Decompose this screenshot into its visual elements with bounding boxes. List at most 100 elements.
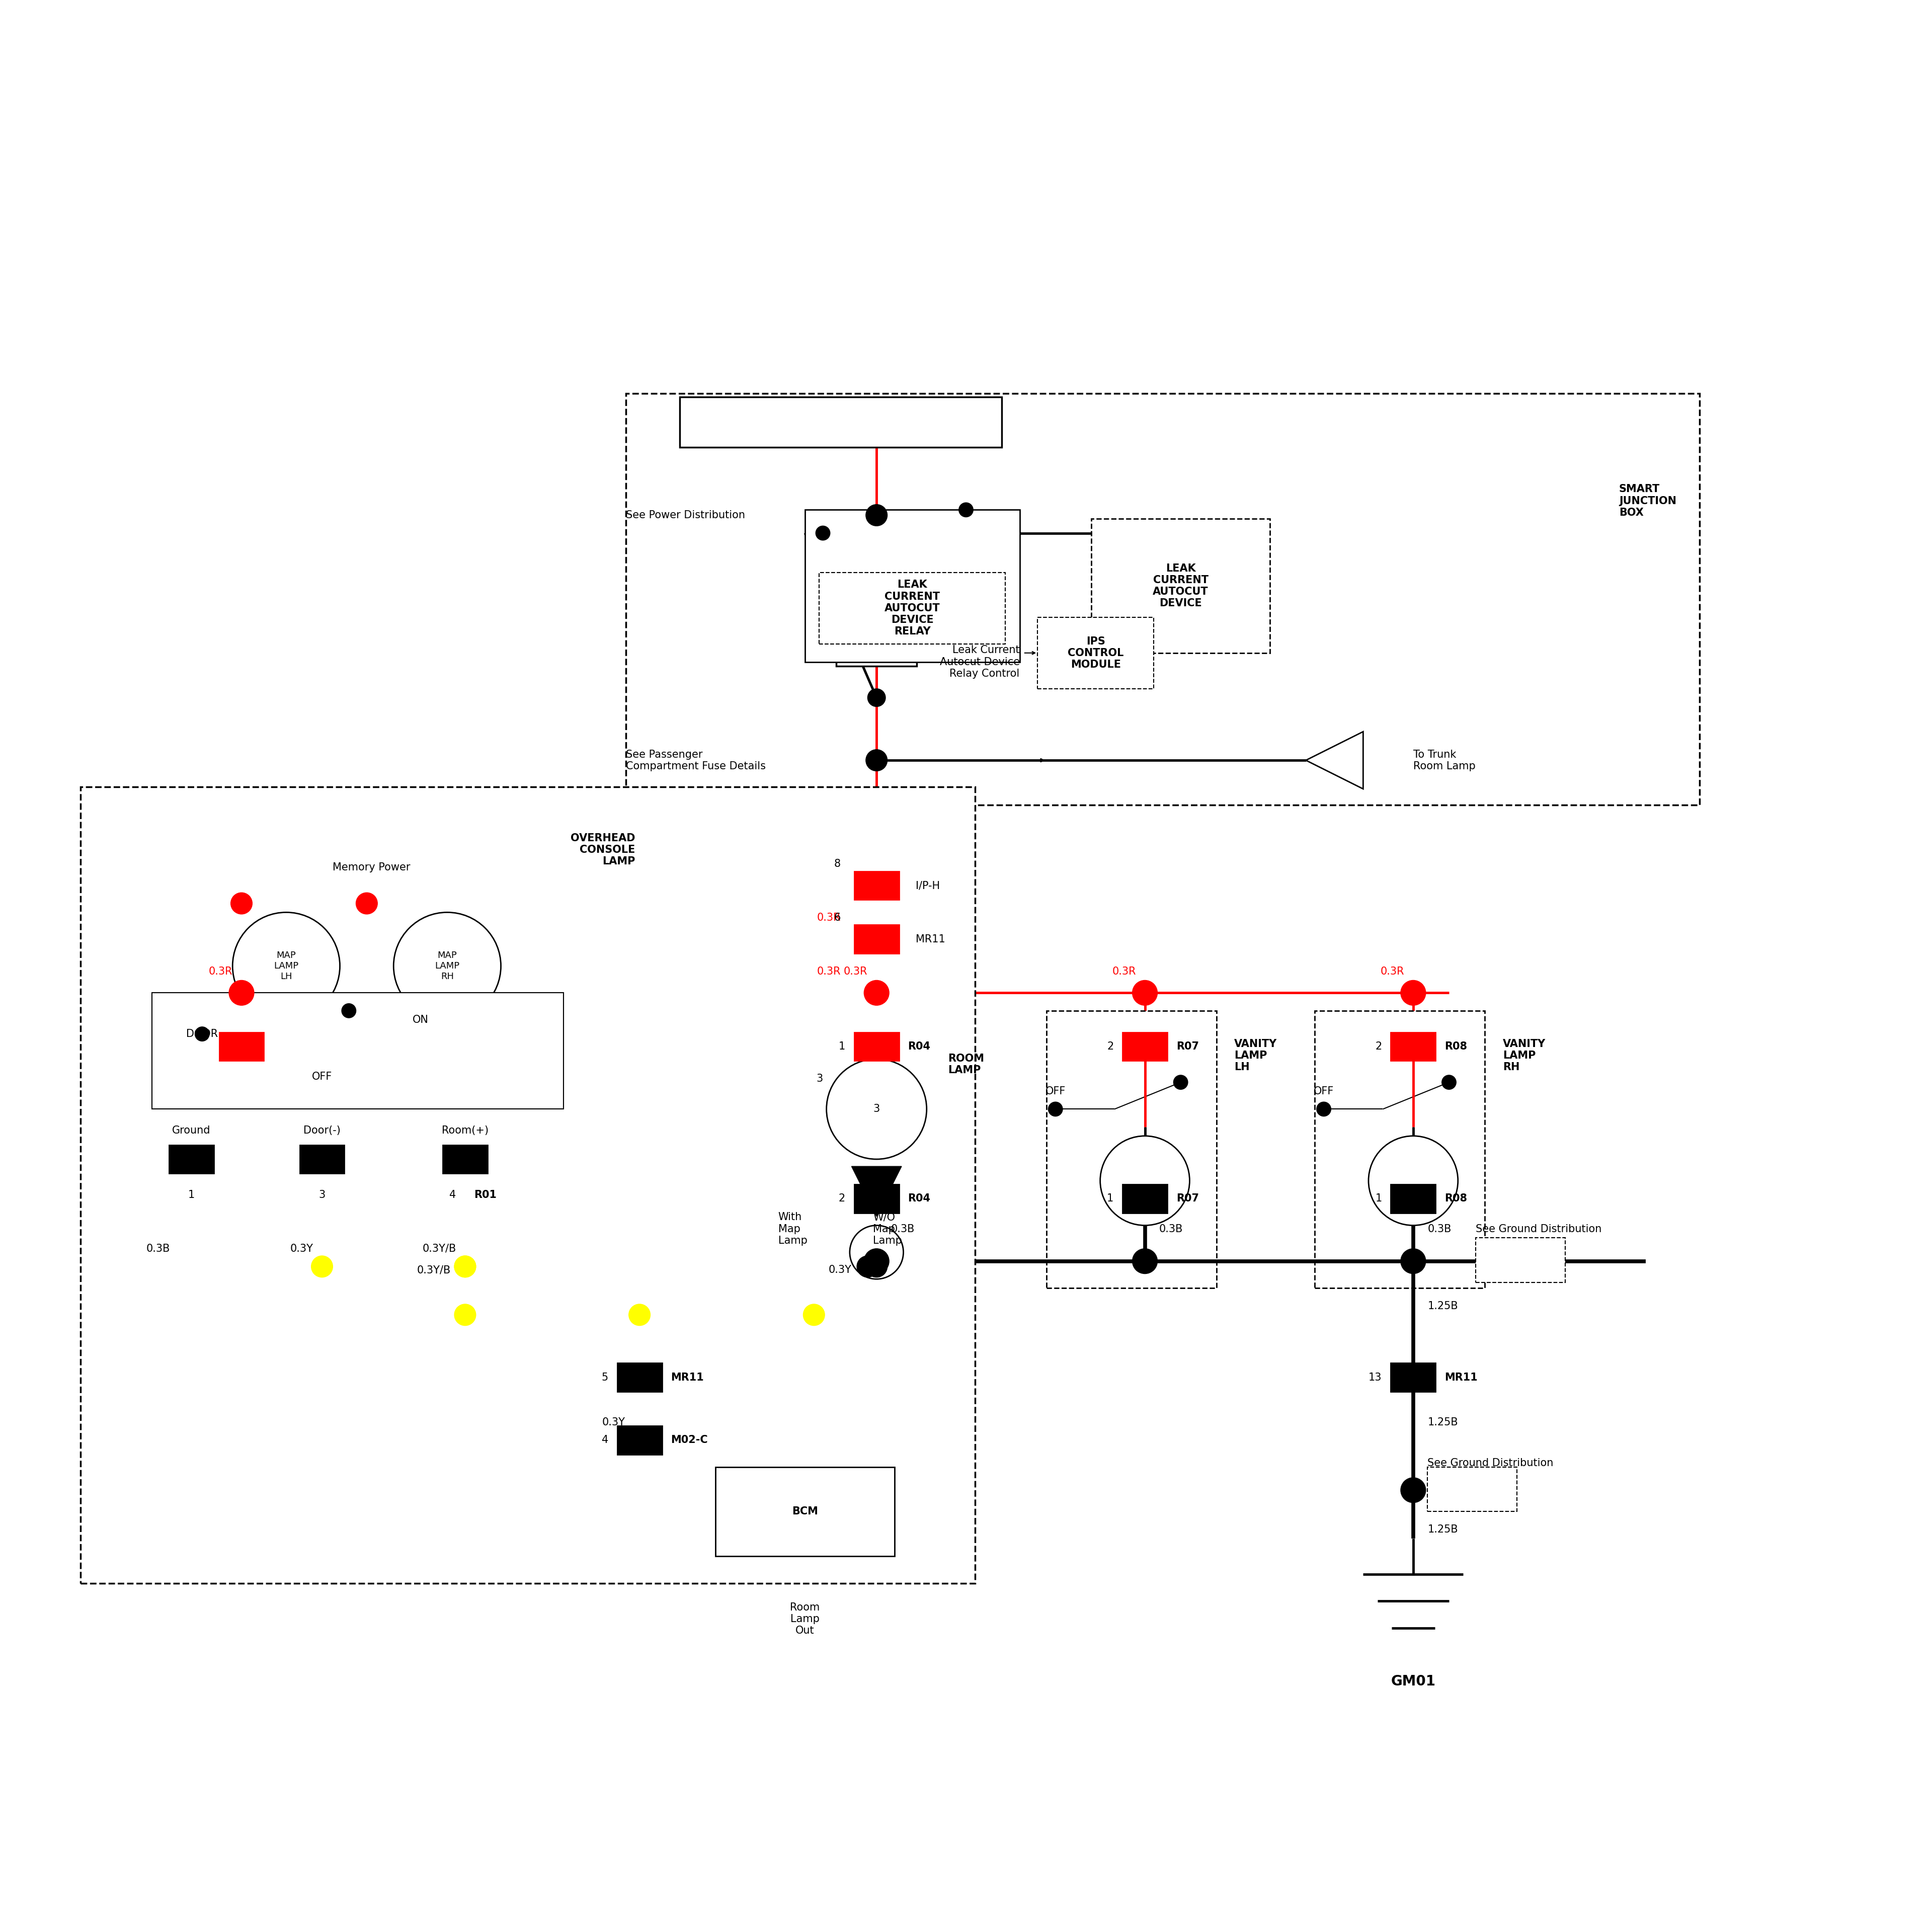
Text: 6: 6: [835, 912, 840, 923]
Bar: [1476, 1238, 1565, 1283]
Text: GM01: GM01: [1391, 1675, 1435, 1689]
Circle shape: [230, 893, 253, 914]
Circle shape: [1401, 1478, 1426, 1503]
Text: 13: 13: [1368, 1372, 1381, 1383]
Circle shape: [866, 504, 887, 526]
Text: R01: R01: [272, 1041, 296, 1051]
Text: R07: R07: [1177, 1194, 1200, 1204]
Bar: [1391, 1032, 1435, 1061]
Text: SMART
JUNCTION
BOX: SMART JUNCTION BOX: [1619, 485, 1677, 518]
Text: 1: 1: [1107, 1194, 1113, 1204]
Text: IPS
CONTROL
MODULE: IPS CONTROL MODULE: [1068, 636, 1124, 670]
Bar: [1316, 1010, 1486, 1289]
Text: Room
Lamp
Out: Room Lamp Out: [790, 1602, 819, 1636]
Circle shape: [866, 1256, 887, 1277]
Bar: [854, 925, 898, 954]
Bar: [1122, 1032, 1167, 1061]
Bar: [854, 1184, 898, 1213]
Bar: [1428, 1466, 1517, 1511]
Text: W/O
Map
Lamp: W/O Map Lamp: [873, 1211, 902, 1246]
Text: 0.3Y/B: 0.3Y/B: [417, 1265, 450, 1275]
Circle shape: [858, 1256, 879, 1277]
Text: 1: 1: [1376, 1194, 1381, 1204]
Bar: [819, 572, 1005, 643]
Text: URA: URA: [1509, 1256, 1532, 1265]
Text: Room(+): Room(+): [442, 1126, 489, 1136]
Circle shape: [311, 1256, 332, 1277]
Text: To Trunk
Room Lamp: To Trunk Room Lamp: [1412, 750, 1476, 771]
Polygon shape: [852, 1167, 902, 1217]
Text: Memory Power: Memory Power: [332, 862, 410, 873]
Bar: [626, 394, 1700, 806]
Text: R01: R01: [473, 1190, 497, 1200]
Circle shape: [867, 688, 885, 707]
Circle shape: [1049, 1101, 1063, 1117]
Text: 0.3Y/B: 0.3Y/B: [423, 1244, 456, 1254]
Text: 0.3R: 0.3R: [817, 912, 840, 923]
Circle shape: [454, 1256, 475, 1277]
Text: 5: 5: [601, 1372, 609, 1383]
Circle shape: [1441, 1074, 1457, 1090]
Text: LEAK
CURRENT
AUTOCUT
DEVICE: LEAK CURRENT AUTOCUT DEVICE: [1153, 564, 1209, 609]
Text: See Power Distribution: See Power Distribution: [626, 510, 746, 520]
Bar: [806, 510, 1020, 663]
Text: See Ground Distribution: See Ground Distribution: [1476, 1225, 1602, 1235]
Bar: [218, 1032, 265, 1061]
Circle shape: [850, 1225, 904, 1279]
Text: R07: R07: [1177, 1041, 1200, 1051]
Circle shape: [958, 502, 974, 518]
Text: OFF: OFF: [1045, 1086, 1066, 1095]
Text: INTERIOR
LAMP
10A: INTERIOR LAMP 10A: [885, 618, 941, 651]
Text: 0.3R: 0.3R: [1113, 966, 1136, 976]
Text: 0.3R: 0.3R: [844, 966, 867, 976]
Bar: [442, 1146, 487, 1173]
Text: ON: ON: [1418, 1051, 1434, 1061]
Text: 2: 2: [1107, 1041, 1113, 1051]
Text: See Ground Distribution: See Ground Distribution: [1428, 1459, 1553, 1468]
Text: 4: 4: [601, 1435, 609, 1445]
Text: R08: R08: [1445, 1041, 1466, 1051]
Text: 1: 1: [187, 1190, 195, 1200]
Text: 3: 3: [873, 1103, 879, 1115]
Circle shape: [342, 1003, 355, 1018]
Text: With
Map
Lamp: With Map Lamp: [779, 1211, 808, 1246]
Bar: [1122, 1184, 1167, 1213]
Text: 2: 2: [203, 1041, 211, 1051]
Circle shape: [815, 526, 831, 541]
Text: Ground: Ground: [172, 1126, 211, 1136]
Circle shape: [628, 1304, 651, 1325]
Text: See Passenger
Compartment Fuse Details: See Passenger Compartment Fuse Details: [626, 750, 765, 771]
Text: MAP
LAMP
RH: MAP LAMP RH: [435, 951, 460, 981]
Text: 3: 3: [319, 1190, 325, 1200]
Text: 0.3B: 0.3B: [1159, 1225, 1182, 1235]
Text: 0.3R: 0.3R: [1379, 966, 1405, 976]
Circle shape: [1132, 1248, 1157, 1273]
Text: 8: 8: [835, 860, 840, 869]
Text: OFF: OFF: [1314, 1086, 1333, 1095]
Circle shape: [1132, 980, 1157, 1005]
Bar: [1092, 520, 1269, 653]
Text: 3: 3: [815, 1074, 823, 1084]
Text: OFF: OFF: [311, 1072, 332, 1082]
Circle shape: [1401, 1248, 1426, 1273]
Text: 2: 2: [1376, 1041, 1381, 1051]
Bar: [153, 993, 564, 1109]
Text: OVERHEAD
CONSOLE
LAMP: OVERHEAD CONSOLE LAMP: [570, 833, 636, 866]
Circle shape: [1173, 1074, 1188, 1090]
Text: Door(-): Door(-): [303, 1126, 340, 1136]
Circle shape: [1401, 980, 1426, 1005]
Circle shape: [866, 750, 887, 771]
Bar: [170, 1146, 214, 1173]
Bar: [89, 806, 653, 1412]
Bar: [81, 786, 976, 1582]
Bar: [837, 568, 918, 667]
Circle shape: [454, 1256, 475, 1277]
Circle shape: [864, 1248, 889, 1273]
Text: MR11: MR11: [916, 935, 945, 945]
Bar: [854, 871, 898, 900]
Circle shape: [230, 980, 253, 1005]
Circle shape: [1316, 1101, 1331, 1117]
Text: ON: ON: [1150, 1051, 1165, 1061]
Circle shape: [1368, 1136, 1459, 1225]
Bar: [715, 1466, 895, 1557]
